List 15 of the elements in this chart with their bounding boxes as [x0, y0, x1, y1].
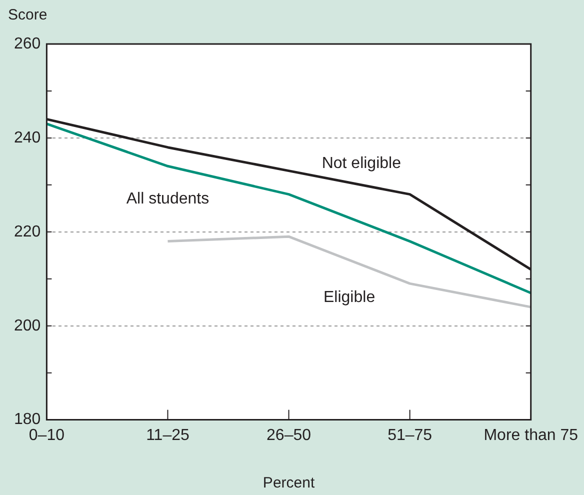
series-label: Not eligible: [322, 155, 402, 172]
series-label: Eligible: [324, 289, 376, 306]
y-axis-title: Score: [8, 6, 48, 24]
y-tick-label: 200: [14, 317, 41, 334]
x-axis-title: Percent: [262, 474, 316, 492]
y-tick-label: 180: [14, 411, 41, 428]
x-tick-label: 0–10: [28, 426, 65, 444]
x-tick-label: 51–75: [388, 426, 432, 444]
y-tick-label: 260: [14, 35, 41, 52]
y-tick-label: 220: [14, 223, 41, 240]
x-tick-label: 26–50: [266, 426, 312, 444]
x-tick-label: 11–25: [146, 426, 190, 444]
x-tick-label: More than 75: [484, 426, 578, 444]
y-tick-label: 240: [14, 129, 41, 146]
series-label: All students: [126, 190, 210, 208]
